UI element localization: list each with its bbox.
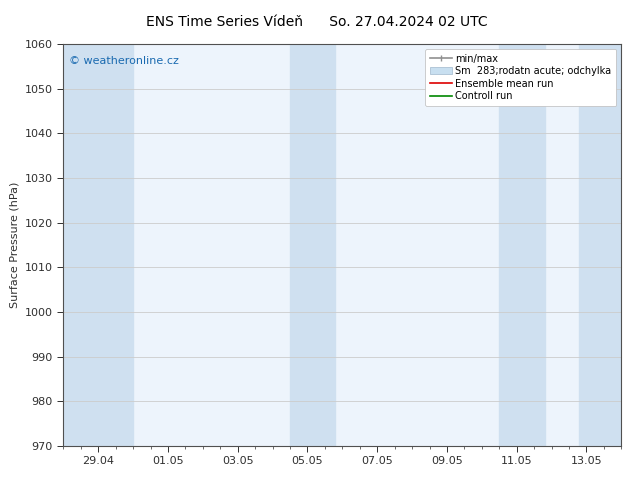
Legend: min/max, Sm  283;rodatn acute; odchylka, Ensemble mean run, Controll run: min/max, Sm 283;rodatn acute; odchylka, … <box>425 49 616 106</box>
Bar <box>500 44 545 446</box>
Bar <box>63 44 133 446</box>
Text: ENS Time Series Vídeň      So. 27.04.2024 02 UTC: ENS Time Series Vídeň So. 27.04.2024 02 … <box>146 15 488 29</box>
Text: © weatheronline.cz: © weatheronline.cz <box>69 56 179 66</box>
Bar <box>290 44 335 446</box>
Y-axis label: Surface Pressure (hPa): Surface Pressure (hPa) <box>10 182 19 308</box>
Bar <box>579 44 621 446</box>
